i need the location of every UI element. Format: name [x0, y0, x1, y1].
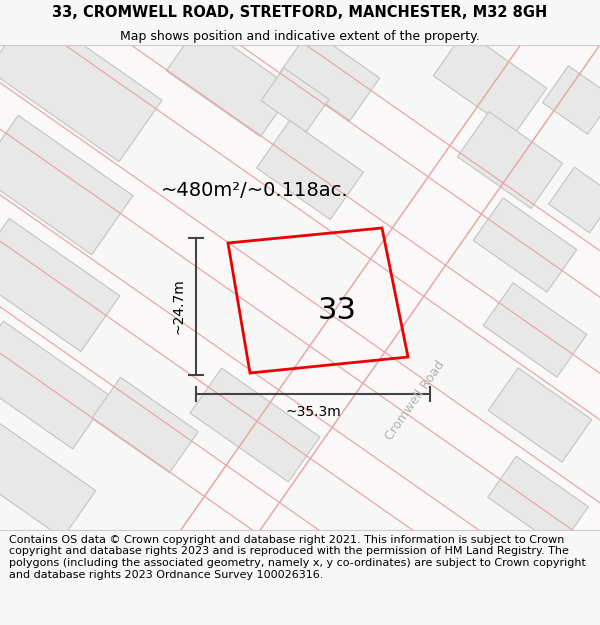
Text: 33, CROMWELL ROAD, STRETFORD, MANCHESTER, M32 8GH: 33, CROMWELL ROAD, STRETFORD, MANCHESTER…	[52, 5, 548, 20]
Text: ~24.7m: ~24.7m	[171, 279, 185, 334]
Polygon shape	[166, 23, 294, 137]
Polygon shape	[0, 422, 96, 538]
Text: Map shows position and indicative extent of the property.: Map shows position and indicative extent…	[120, 31, 480, 43]
Polygon shape	[0, 14, 600, 562]
Polygon shape	[433, 31, 547, 133]
Polygon shape	[0, 116, 133, 254]
Polygon shape	[257, 121, 364, 219]
Polygon shape	[457, 112, 563, 208]
Polygon shape	[105, 0, 600, 625]
Polygon shape	[0, 14, 320, 562]
Polygon shape	[473, 198, 577, 292]
Polygon shape	[0, 8, 162, 162]
Text: Contains OS data © Crown copyright and database right 2021. This information is : Contains OS data © Crown copyright and d…	[9, 535, 586, 580]
Polygon shape	[280, 29, 380, 121]
Polygon shape	[261, 68, 329, 132]
Polygon shape	[0, 218, 120, 352]
Polygon shape	[488, 368, 592, 462]
Polygon shape	[542, 66, 600, 134]
Polygon shape	[92, 378, 198, 472]
Polygon shape	[241, 14, 600, 562]
Polygon shape	[483, 283, 587, 377]
Polygon shape	[65, 14, 600, 562]
Polygon shape	[0, 321, 110, 449]
Text: ~480m²/~0.118ac.: ~480m²/~0.118ac.	[161, 181, 349, 199]
Polygon shape	[0, 14, 479, 562]
Polygon shape	[548, 168, 600, 232]
Polygon shape	[190, 368, 320, 482]
Polygon shape	[488, 456, 589, 548]
Text: ~35.3m: ~35.3m	[285, 405, 341, 419]
Text: Cromwell Road: Cromwell Road	[383, 357, 447, 442]
Text: 33: 33	[317, 296, 356, 325]
